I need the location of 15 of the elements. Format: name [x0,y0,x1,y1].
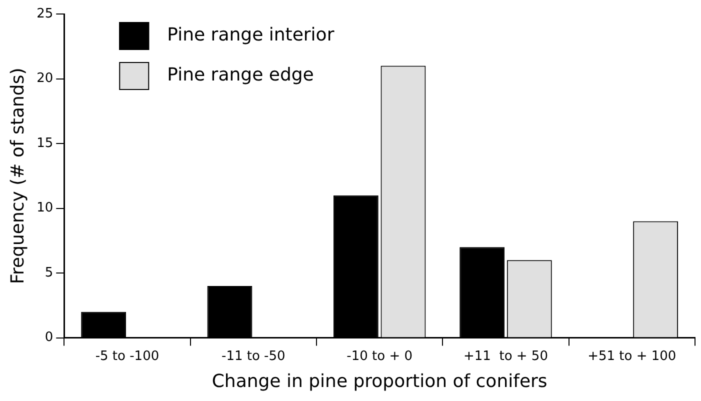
x-tick-label: +11 to + 50 [464,348,548,364]
y-tick-label: 10 [36,200,54,216]
y-tick-label: 25 [36,6,54,22]
y-axis-title: Frequency (# of stands) [7,68,28,284]
y-tick-label: 15 [36,136,54,151]
y-tick-label: 5 [44,265,54,280]
legend-label: Pine range interior [167,24,335,46]
x-axis-title: Change in pine proportion of conifers [212,370,548,392]
y-tick-label: 20 [36,71,54,86]
x-tick-label: -11 to -50 [222,348,286,364]
x-tick-label: -5 to -100 [95,348,160,364]
y-tick-label: 0 [44,330,54,346]
x-tick-label: +51 to + 100 [588,348,676,364]
x-tick-label: -10 to + 0 [346,348,412,364]
legend-label: Pine range edge [167,64,314,86]
